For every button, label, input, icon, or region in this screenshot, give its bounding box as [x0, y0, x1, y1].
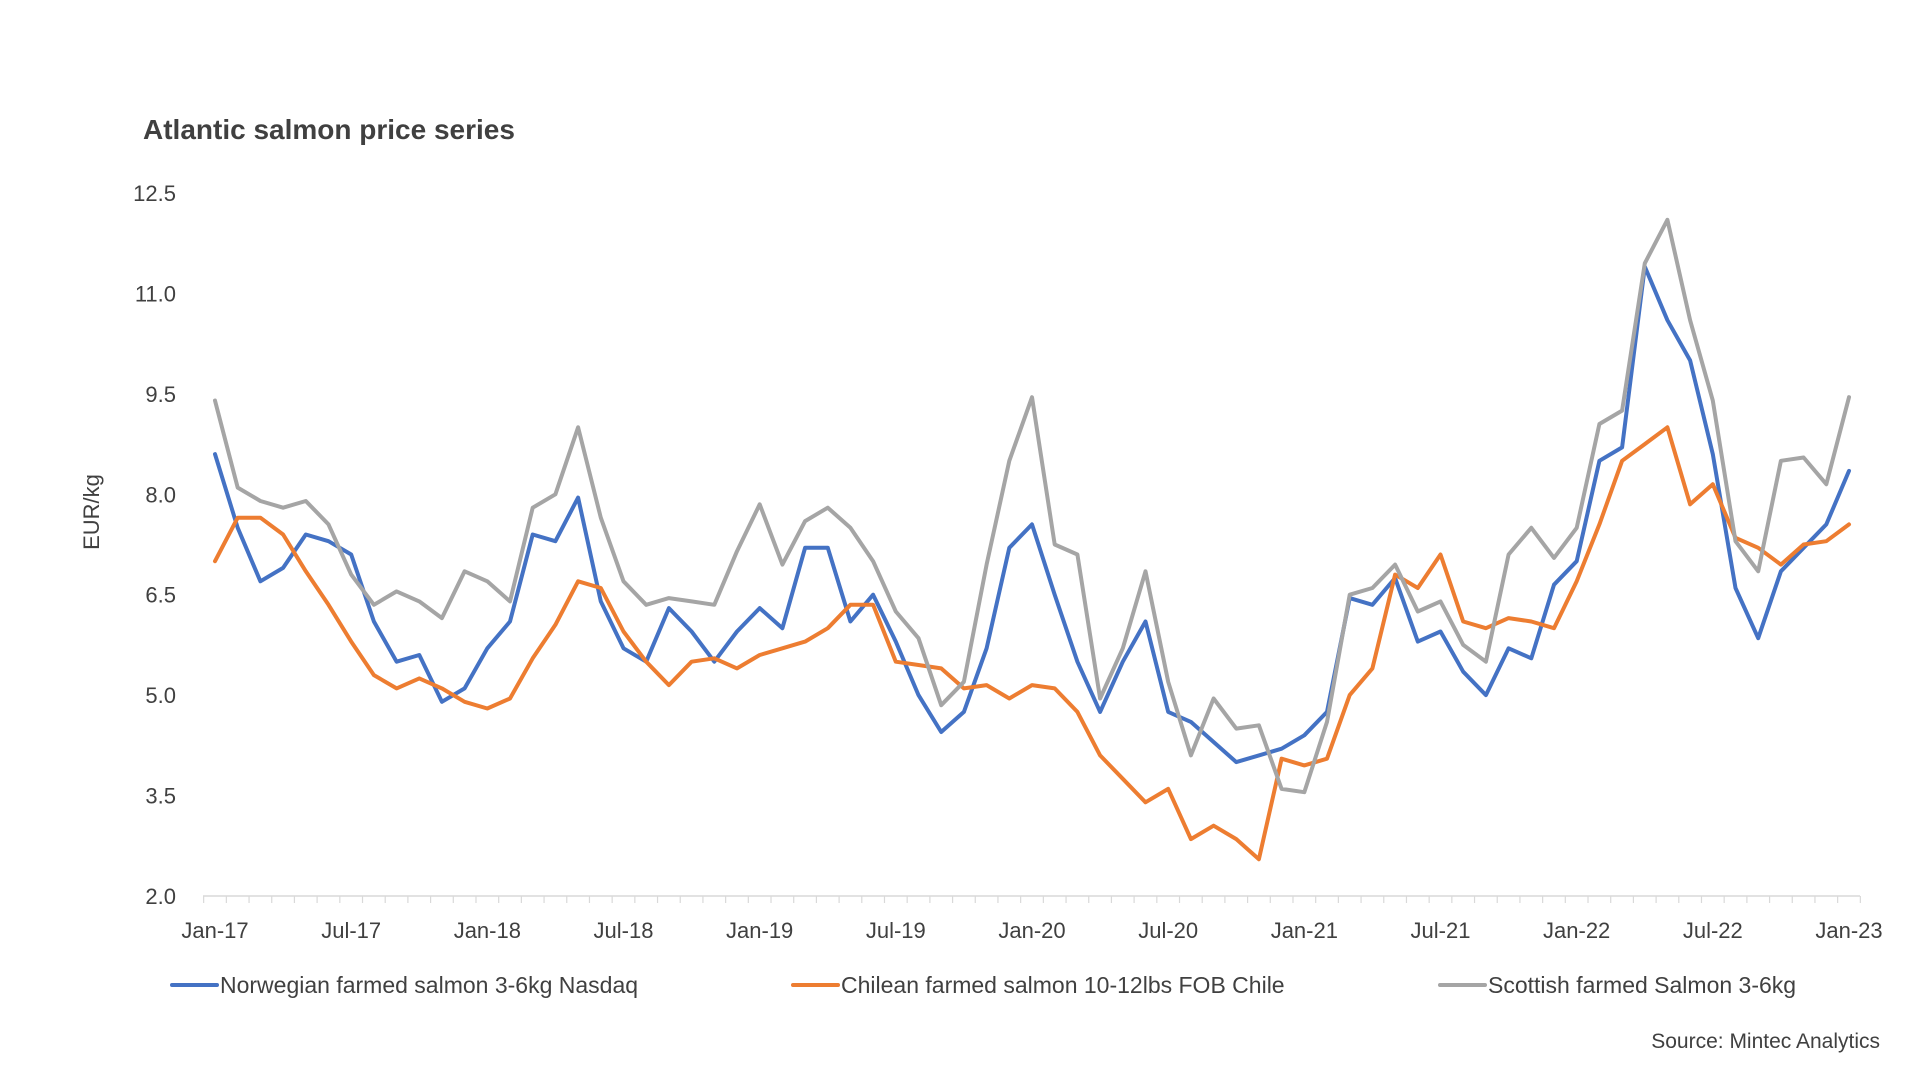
x-tick-label: Jul-21	[1411, 918, 1471, 943]
x-tick-label: Jan-22	[1543, 918, 1610, 943]
x-tick-label: Jan-21	[1271, 918, 1338, 943]
x-tick-label: Jan-17	[181, 918, 248, 943]
x-tick-label: Jul-17	[321, 918, 381, 943]
x-tick-label: Jul-19	[866, 918, 926, 943]
x-tick-label: Jul-20	[1138, 918, 1198, 943]
x-tick-label: Jan-23	[1815, 918, 1882, 943]
x-tick-label: Jan-19	[726, 918, 793, 943]
y-tick-label: 6.5	[145, 583, 176, 608]
x-tick-label: Jul-18	[594, 918, 654, 943]
legend-label: Norwegian farmed salmon 3-6kg Nasdaq	[220, 972, 638, 998]
y-tick-label: 11.0	[135, 281, 176, 306]
x-axis: Jan-17 Jul-17 Jan-18 Jul-18 Jan-19 Jul-19 Jan-…	[181, 895, 1883, 943]
y-tick-label: 2.0	[145, 884, 176, 909]
source-note: Source: Mintec Analytics	[1651, 1030, 1880, 1053]
chart-title: Atlantic salmon price series	[143, 114, 515, 145]
x-tick-label: Jan-18	[454, 918, 521, 943]
y-tick-label: 8.0	[145, 482, 176, 507]
y-axis-title: EUR/kg	[79, 474, 104, 550]
legend-label: Scottish farmed Salmon 3-6kg	[1488, 972, 1796, 998]
legend: Norwegian farmed salmon 3-6kg Nasdaq Chil…	[170, 972, 1796, 998]
x-tick-label: Jul-22	[1683, 918, 1743, 943]
y-tick-label: 12.5	[133, 181, 176, 206]
y-tick-label: 3.5	[145, 784, 176, 809]
series-line-2	[213, 425, 1851, 862]
y-tick-label: 5.0	[145, 683, 176, 708]
x-tick-label: Jan-20	[998, 918, 1065, 943]
series-lines	[213, 217, 1851, 862]
y-axis-ticks: 12.5 11.0 9.5 8.0 6.5 5.0 3.5 2.0	[133, 181, 176, 909]
y-tick-label: 9.5	[145, 382, 176, 407]
series-line-1	[213, 264, 1851, 765]
series-line-3	[213, 217, 1851, 795]
legend-label: Chilean farmed salmon 10-12lbs FOB Chile	[841, 972, 1285, 998]
